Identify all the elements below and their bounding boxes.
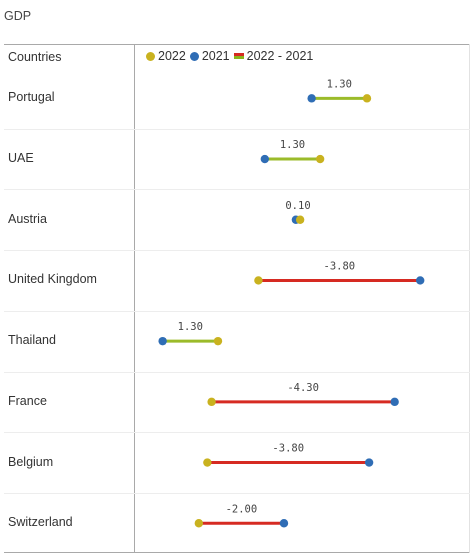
difference-label: -3.80 bbox=[272, 443, 304, 455]
point-2022[interactable] bbox=[207, 397, 216, 407]
legend-label-2022: 2022 bbox=[158, 49, 186, 63]
point-2022[interactable] bbox=[254, 276, 263, 285]
row-separator bbox=[4, 310, 470, 312]
difference-label: -4.30 bbox=[287, 382, 319, 394]
country-label: Thailand bbox=[8, 333, 56, 348]
country-label: Austria bbox=[8, 211, 47, 226]
point-2022[interactable] bbox=[362, 94, 372, 103]
country-label: UAE bbox=[8, 151, 34, 166]
table-right-border bbox=[469, 44, 470, 553]
legend: 2022 2021 2022 - 2021 bbox=[146, 49, 317, 63]
table-bottom-border bbox=[4, 552, 470, 553]
point-2021[interactable] bbox=[279, 519, 289, 528]
row-separator bbox=[4, 492, 470, 494]
legend-dot-2022 bbox=[146, 51, 155, 61]
difference-label: 1.30 bbox=[327, 78, 352, 90]
country-label: Belgium bbox=[8, 454, 54, 469]
point-2022[interactable] bbox=[315, 154, 325, 164]
legend-swatch-difference bbox=[233, 53, 244, 59]
row-separator bbox=[4, 128, 470, 130]
row-separator bbox=[4, 371, 470, 373]
country-label: United Kingdom bbox=[8, 272, 97, 287]
legend-item-2021[interactable]: 2021 bbox=[189, 49, 230, 63]
table-top-border bbox=[4, 44, 470, 45]
difference-label: -3.80 bbox=[324, 260, 356, 272]
row-separator bbox=[4, 250, 470, 252]
chart-title: GDP bbox=[4, 9, 32, 23]
legend-dot-2021 bbox=[189, 51, 199, 61]
legend-label-difference: 2022 - 2021 bbox=[246, 49, 314, 63]
difference-label: -2.00 bbox=[226, 503, 258, 515]
difference-label: 1.30 bbox=[178, 321, 203, 333]
legend-item-difference[interactable]: 2022 - 2021 bbox=[233, 49, 314, 63]
countries-header: Countries bbox=[8, 50, 62, 64]
row-separator bbox=[4, 189, 470, 191]
legend-item-2022[interactable]: 2022 bbox=[146, 49, 186, 63]
point-2022[interactable] bbox=[194, 519, 204, 528]
point-2022[interactable] bbox=[213, 336, 223, 346]
point-2021[interactable] bbox=[307, 94, 316, 103]
column-divider bbox=[134, 44, 135, 553]
point-2021[interactable] bbox=[416, 276, 425, 285]
row-separator bbox=[4, 432, 470, 434]
point-2022[interactable] bbox=[295, 215, 305, 224]
difference-label: 1.30 bbox=[280, 139, 305, 151]
legend-label-2021: 2021 bbox=[201, 49, 230, 63]
point-2021[interactable] bbox=[390, 397, 399, 407]
country-label: France bbox=[8, 393, 47, 408]
country-label: Portugal bbox=[8, 90, 55, 105]
difference-label: 0.10 bbox=[285, 200, 310, 212]
point-2021[interactable] bbox=[364, 458, 374, 467]
country-label: Switzerland bbox=[8, 515, 73, 530]
point-2022[interactable] bbox=[203, 458, 212, 467]
point-2021[interactable] bbox=[260, 154, 270, 164]
point-2021[interactable] bbox=[158, 336, 167, 346]
